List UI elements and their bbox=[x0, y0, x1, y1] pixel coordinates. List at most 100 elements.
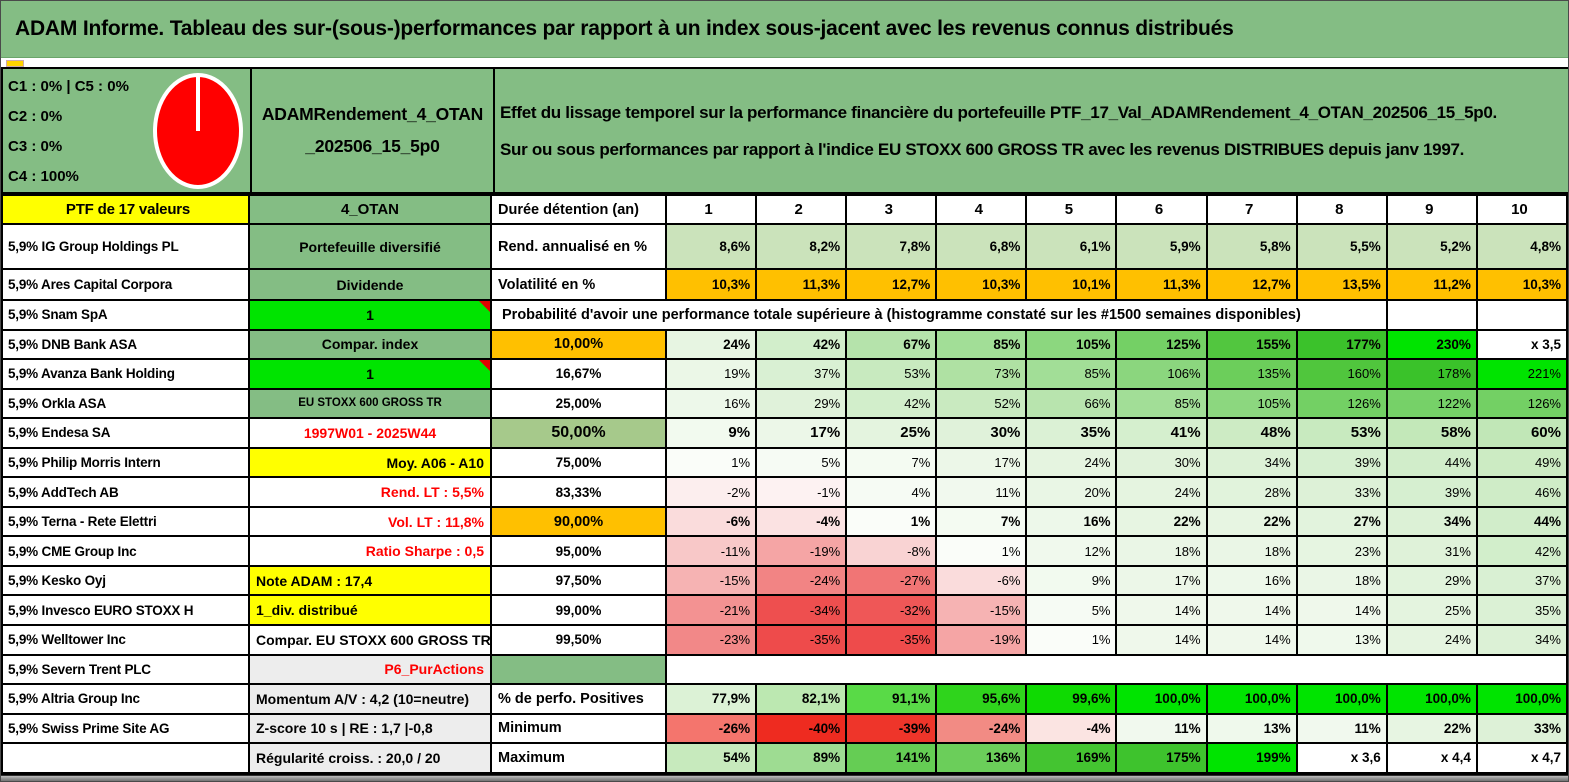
probability-banner[interactable]: Probabilité d'avoir une performance tota… bbox=[492, 301, 1388, 331]
value-cell[interactable]: 7% bbox=[937, 507, 1028, 538]
value-cell[interactable]: 89% bbox=[757, 744, 848, 774]
value-cell[interactable]: 141% bbox=[847, 744, 938, 774]
value-cell[interactable]: 95,6% bbox=[937, 685, 1028, 715]
year-header[interactable]: 6 bbox=[1117, 196, 1208, 225]
value-cell[interactable]: 13,5% bbox=[1297, 270, 1388, 301]
value-cell[interactable]: 177% bbox=[1297, 330, 1388, 361]
value-cell[interactable]: 5,9% bbox=[1117, 225, 1208, 270]
value-cell[interactable]: 11% bbox=[1117, 714, 1208, 745]
value-cell[interactable]: 155% bbox=[1207, 330, 1298, 361]
value-cell[interactable]: x 4,4 bbox=[1387, 744, 1478, 774]
value-cell[interactable]: 34% bbox=[1207, 448, 1298, 479]
value-cell[interactable]: 24% bbox=[667, 330, 758, 361]
value-cell[interactable]: -24% bbox=[757, 566, 848, 597]
mid-cell-perfo-positives[interactable]: Momentum A/V : 4,2 (10=neutre) bbox=[250, 685, 492, 715]
mid-cell-p75[interactable]: Moy. A06 - A10 bbox=[250, 448, 492, 479]
value-cell[interactable]: 53% bbox=[847, 360, 938, 390]
mid-cell-p6-puractions[interactable]: P6_PurActions bbox=[250, 655, 492, 686]
year-header[interactable]: 3 bbox=[847, 196, 938, 225]
value-cell[interactable]: 30% bbox=[1117, 448, 1208, 479]
value-cell[interactable]: 23% bbox=[1297, 537, 1388, 567]
value-cell[interactable]: 37% bbox=[757, 360, 848, 390]
value-cell[interactable]: 14% bbox=[1207, 626, 1298, 656]
row-label-p99[interactable]: 99,00% bbox=[492, 596, 667, 627]
value-cell[interactable]: -39% bbox=[847, 714, 938, 745]
column-header-portfolio[interactable]: PTF de 17 valeurs bbox=[3, 196, 250, 225]
value-cell[interactable]: 169% bbox=[1027, 744, 1118, 774]
value-cell[interactable]: 122% bbox=[1387, 389, 1478, 420]
value-cell[interactable]: 175% bbox=[1117, 744, 1208, 774]
mid-cell-maximum[interactable]: Régularité croiss. : 20,0 / 20 bbox=[250, 744, 492, 774]
value-cell[interactable]: 22% bbox=[1387, 714, 1478, 745]
value-cell[interactable]: -11% bbox=[667, 537, 758, 567]
value-cell[interactable]: 66% bbox=[1027, 389, 1118, 420]
stock-cell[interactable]: 5,9% Welltower Inc bbox=[3, 626, 250, 656]
value-cell[interactable]: 136% bbox=[937, 744, 1028, 774]
value-cell[interactable]: 42% bbox=[757, 330, 848, 361]
value-cell[interactable]: 100,0% bbox=[1477, 685, 1568, 715]
value-cell[interactable]: 10,3% bbox=[667, 270, 758, 301]
value-cell[interactable]: 126% bbox=[1477, 389, 1568, 420]
value-cell[interactable]: 18% bbox=[1207, 537, 1298, 567]
value-cell[interactable]: 105% bbox=[1207, 389, 1298, 420]
value-cell[interactable]: 46% bbox=[1477, 478, 1568, 508]
empty-cell[interactable] bbox=[1387, 301, 1478, 331]
value-cell[interactable]: 33% bbox=[1477, 714, 1568, 745]
row-label-p75[interactable]: 75,00% bbox=[492, 448, 667, 479]
year-header[interactable]: 8 bbox=[1297, 196, 1388, 225]
stock-cell[interactable]: 5,9% DNB Bank ASA bbox=[3, 330, 250, 361]
empty-cell[interactable] bbox=[667, 655, 1568, 686]
value-cell[interactable]: 1% bbox=[847, 507, 938, 538]
value-cell[interactable]: -23% bbox=[667, 626, 758, 656]
value-cell[interactable]: 4% bbox=[847, 478, 938, 508]
value-cell[interactable]: -2% bbox=[667, 478, 758, 508]
value-cell[interactable]: 16% bbox=[1207, 566, 1298, 597]
value-cell[interactable]: 135% bbox=[1207, 360, 1298, 390]
value-cell[interactable]: 1% bbox=[667, 448, 758, 479]
value-cell[interactable]: -6% bbox=[937, 566, 1028, 597]
value-cell[interactable]: 25% bbox=[847, 419, 938, 449]
column-header-strategy[interactable]: 4_OTAN bbox=[250, 196, 492, 225]
stock-cell[interactable]: 5,9% AddTech AB bbox=[3, 478, 250, 508]
value-cell[interactable]: 11,3% bbox=[757, 270, 848, 301]
value-cell[interactable]: -4% bbox=[1027, 714, 1118, 745]
stock-cell[interactable]: 5,9% Altria Group Inc bbox=[3, 685, 250, 715]
value-cell[interactable]: 24% bbox=[1027, 448, 1118, 479]
value-cell[interactable]: 100,0% bbox=[1117, 685, 1208, 715]
stock-cell[interactable]: 5,9% Terna - Rete Elettri bbox=[3, 507, 250, 538]
row-label-p90[interactable]: 90,00% bbox=[492, 507, 667, 538]
mid-cell-volatilite[interactable]: Dividende bbox=[250, 270, 492, 301]
value-cell[interactable]: 13% bbox=[1297, 626, 1388, 656]
value-cell[interactable]: 8,2% bbox=[757, 225, 848, 270]
value-cell[interactable]: -24% bbox=[937, 714, 1028, 745]
value-cell[interactable]: 8,6% bbox=[667, 225, 758, 270]
value-cell[interactable]: 160% bbox=[1297, 360, 1388, 390]
value-cell[interactable]: 48% bbox=[1207, 419, 1298, 449]
mid-cell-p995[interactable]: Compar. EU STOXX 600 GROSS TR bbox=[250, 626, 492, 656]
value-cell[interactable]: 99,6% bbox=[1027, 685, 1118, 715]
value-cell[interactable]: 11,2% bbox=[1387, 270, 1478, 301]
value-cell[interactable]: 9% bbox=[667, 419, 758, 449]
stock-cell[interactable]: 5,9% Orkla ASA bbox=[3, 389, 250, 420]
column-header-duration[interactable]: Durée détention (an) bbox=[492, 196, 667, 225]
stock-cell[interactable]: 5,9% Kesko Oyj bbox=[3, 566, 250, 597]
value-cell[interactable]: 77,9% bbox=[667, 685, 758, 715]
mid-cell-p99[interactable]: 1_div. distribué bbox=[250, 596, 492, 627]
stock-cell[interactable]: 5,9% Snam SpA bbox=[3, 301, 250, 331]
value-cell[interactable]: 12,7% bbox=[1207, 270, 1298, 301]
value-cell[interactable]: 30% bbox=[937, 419, 1028, 449]
row-label-p975[interactable]: 97,50% bbox=[492, 566, 667, 597]
value-cell[interactable]: 12,7% bbox=[847, 270, 938, 301]
value-cell[interactable]: 17% bbox=[1117, 566, 1208, 597]
mid-cell-p90[interactable]: Vol. LT : 11,8% bbox=[250, 507, 492, 538]
value-cell[interactable]: 24% bbox=[1387, 626, 1478, 656]
stock-cell[interactable]: 5,9% Swiss Prime Site AG bbox=[3, 714, 250, 745]
mid-cell-p1667[interactable]: 1 bbox=[250, 360, 492, 390]
value-cell[interactable]: 5,2% bbox=[1387, 225, 1478, 270]
value-cell[interactable]: 58% bbox=[1387, 419, 1478, 449]
value-cell[interactable]: -26% bbox=[667, 714, 758, 745]
row-label-p25[interactable]: 25,00% bbox=[492, 389, 667, 420]
value-cell[interactable]: 11% bbox=[1297, 714, 1388, 745]
value-cell[interactable]: 221% bbox=[1477, 360, 1568, 390]
row-label-rend-annualise[interactable]: Rend. annualisé en % bbox=[492, 225, 667, 270]
